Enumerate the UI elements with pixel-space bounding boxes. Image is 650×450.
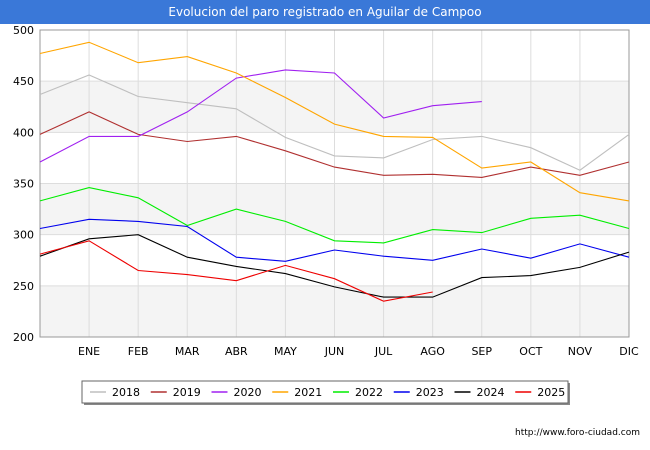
legend-label-2022: 2022 bbox=[355, 386, 383, 399]
y-tick-label: 350 bbox=[13, 178, 34, 191]
series-line-2023 bbox=[39, 218, 630, 262]
series-line-2021 bbox=[39, 41, 630, 202]
series-line-2022 bbox=[39, 187, 630, 244]
legend-label-2019: 2019 bbox=[173, 386, 201, 399]
x-tick-label: DIC bbox=[619, 345, 639, 358]
series-line-2024 bbox=[39, 234, 630, 298]
x-tick-label: MAY bbox=[274, 345, 297, 358]
y-tick-label: 450 bbox=[13, 75, 34, 88]
x-tick-label: ENE bbox=[78, 345, 100, 358]
chart-title: Evolucion del paro registrado en Aguilar… bbox=[0, 0, 650, 24]
x-tick-label: ABR bbox=[225, 345, 248, 358]
x-tick-label: JUN bbox=[324, 345, 345, 358]
legend-label-2018: 2018 bbox=[112, 386, 140, 399]
legend-label-2025: 2025 bbox=[537, 386, 565, 399]
legend-label-2020: 2020 bbox=[234, 386, 262, 399]
x-tick-label: NOV bbox=[568, 345, 593, 358]
x-tick-label: FEB bbox=[128, 345, 149, 358]
legend-label-2023: 2023 bbox=[416, 386, 444, 399]
x-tick-label: AGO bbox=[420, 345, 445, 358]
y-tick-label: 300 bbox=[13, 229, 34, 242]
series-line-2018 bbox=[39, 74, 630, 171]
plot-border bbox=[39, 29, 630, 338]
y-tick-label: 250 bbox=[13, 280, 34, 293]
x-tick-label: JUL bbox=[374, 345, 393, 358]
y-tick-label: 500 bbox=[13, 24, 34, 37]
source-url: http://www.foro-ciudad.com bbox=[515, 428, 640, 438]
series-line-2019 bbox=[39, 111, 630, 178]
x-tick-label: MAR bbox=[175, 345, 200, 358]
legend-box bbox=[81, 380, 569, 404]
x-tick-label: OCT bbox=[519, 345, 542, 358]
y-tick-label: 200 bbox=[13, 331, 34, 344]
y-tick-label: 400 bbox=[13, 126, 34, 139]
legend-label-2024: 2024 bbox=[477, 386, 505, 399]
series-line-2025 bbox=[39, 240, 433, 302]
legend-label-2021: 2021 bbox=[294, 386, 322, 399]
x-tick-label: SEP bbox=[471, 345, 492, 358]
